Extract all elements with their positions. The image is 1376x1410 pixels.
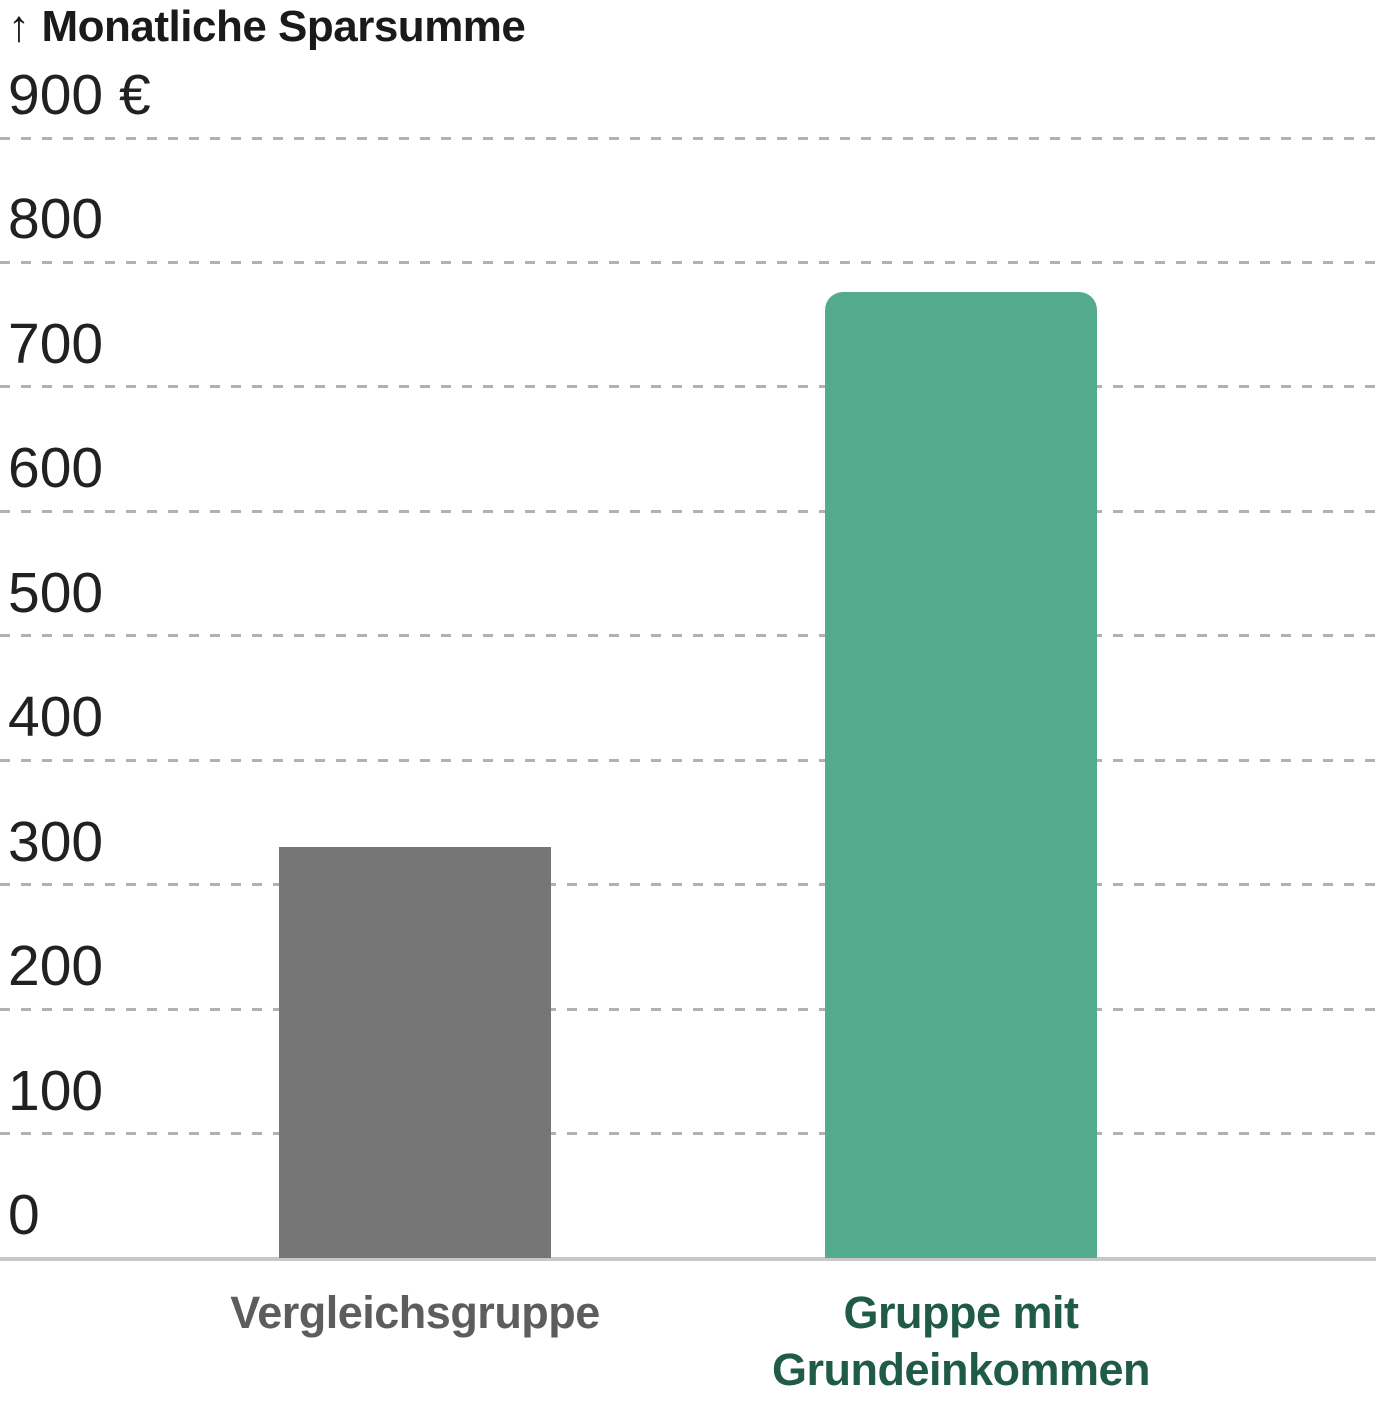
chart-title: ↑ Monatliche Sparsumme xyxy=(8,2,526,52)
gridline xyxy=(0,260,1376,264)
gridline xyxy=(0,509,1376,513)
y-tick-label: 600 xyxy=(8,436,104,501)
gridline xyxy=(0,136,1376,140)
y-tick-label: 900 € xyxy=(8,63,151,127)
x-category-label-gruppe-mit-grundeinkommen: Gruppe mit Grundeinkommen xyxy=(771,1287,1151,1395)
y-tick-label: 300 xyxy=(8,809,104,874)
y-tick-label: 700 xyxy=(8,311,104,376)
y-tick-label: 500 xyxy=(8,560,104,625)
up-arrow-icon: ↑ xyxy=(8,2,30,51)
chart-title-text: Monatliche Sparsumme xyxy=(41,2,526,51)
gridline xyxy=(0,758,1376,762)
bar-vergleichsgruppe xyxy=(279,847,551,1258)
y-tick-label: 0 xyxy=(8,1183,40,1247)
x-category-label-vergleichsgruppe: Vergleichsgruppe xyxy=(230,1287,600,1338)
gridline xyxy=(0,634,1376,638)
y-tick-label: 400 xyxy=(8,685,104,750)
gridline xyxy=(0,883,1376,887)
x-axis-line xyxy=(0,1257,1376,1261)
bar-gruppe-mit-grundeinkommen xyxy=(825,292,1097,1258)
y-tick-label: 800 xyxy=(8,187,104,252)
gridline xyxy=(0,1007,1376,1011)
gridline xyxy=(0,385,1376,389)
gridline xyxy=(0,1132,1376,1136)
y-tick-label: 200 xyxy=(8,934,104,999)
y-tick-label: 100 xyxy=(8,1058,104,1123)
